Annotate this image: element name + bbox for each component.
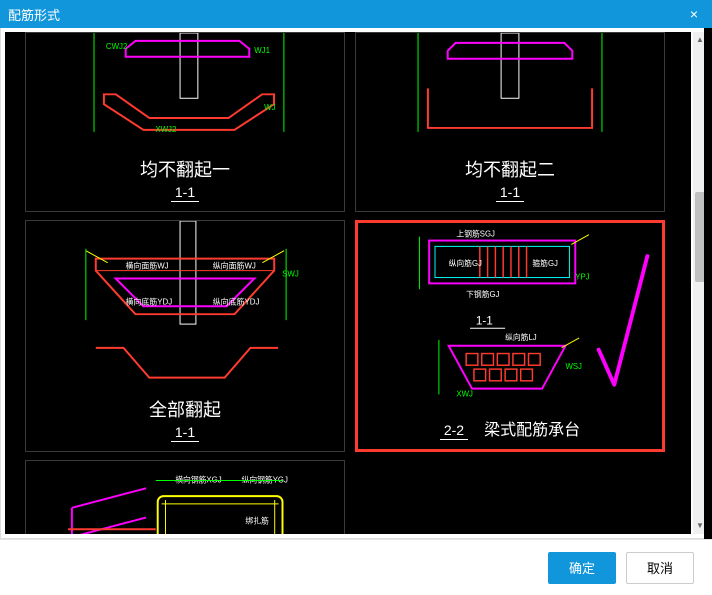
- svg-text:1-1: 1-1: [476, 314, 493, 327]
- option-caption: 均不翻起一 1-1: [26, 160, 344, 203]
- option-title: 梁式配筋承台: [484, 422, 580, 439]
- svg-text:绑扎筋: 绑扎筋: [245, 515, 269, 525]
- svg-text:横向面筋WJ: 横向面筋WJ: [126, 261, 169, 271]
- svg-text:横向底筋YDJ: 横向底筋YDJ: [126, 296, 173, 306]
- svg-text:CWJ2: CWJ2: [106, 42, 128, 51]
- svg-text:XWJ: XWJ: [456, 389, 473, 398]
- option-title: 均不翻起一: [26, 160, 344, 182]
- svg-text:SWJ: SWJ: [282, 270, 299, 279]
- option-subtitle: 1-1: [171, 184, 199, 202]
- svg-text:下钢筋GJ: 下钢筋GJ: [466, 289, 499, 299]
- dialog-footer: 确定 取消: [0, 539, 712, 595]
- option-cell-selected[interactable]: 上钢筋SGJ 纵向筋G: [355, 220, 665, 452]
- option-cell[interactable]: CWJ2 WJ1 XWJ2 WJ 均不翻起一 1-1: [25, 32, 345, 212]
- option-caption: 2-2 梁式配筋承台: [358, 419, 662, 441]
- option-subtitle: 1-1: [171, 424, 199, 442]
- svg-text:WSJ: WSJ: [566, 362, 583, 371]
- svg-text:纵向面筋WJ: 纵向面筋WJ: [213, 261, 256, 271]
- close-icon[interactable]: ×: [684, 6, 704, 22]
- svg-text:上钢筋SGJ: 上钢筋SGJ: [456, 229, 495, 239]
- titlebar: 配筋形式 ×: [0, 0, 712, 28]
- dialog-window: 配筋形式 × CWJ2 WJ1 XWJ2: [0, 0, 712, 595]
- cancel-button[interactable]: 取消: [626, 552, 694, 584]
- svg-text:纵向钢筋YGJ: 纵向钢筋YGJ: [242, 474, 288, 484]
- bg-strip: [704, 28, 712, 539]
- option-caption: 全部翻起 1-1: [26, 400, 344, 443]
- option-cell[interactable]: 横向钢筋XGJ 纵向钢筋YGJ 绑扎筋: [25, 460, 345, 534]
- svg-text:WJ: WJ: [264, 103, 275, 112]
- svg-text:纵向筋LJ: 纵向筋LJ: [505, 332, 537, 342]
- svg-text:箍筋GJ: 箍筋GJ: [532, 258, 558, 268]
- option-caption: 均不翻起二 1-1: [356, 160, 664, 203]
- svg-text:XWJ2: XWJ2: [155, 125, 176, 134]
- svg-text:纵向底筋YDJ: 纵向底筋YDJ: [213, 296, 260, 306]
- content-area: CWJ2 WJ1 XWJ2 WJ 均不翻起一 1-1: [0, 28, 712, 539]
- options-canvas: CWJ2 WJ1 XWJ2 WJ 均不翻起一 1-1: [5, 32, 691, 534]
- option-title: 均不翻起二: [356, 160, 664, 182]
- option-cell[interactable]: 横向面筋WJ 纵向面筋WJ 横向底筋YDJ 纵向底筋YDJ SWJ 全部翻起 1…: [25, 220, 345, 452]
- ok-button[interactable]: 确定: [548, 552, 616, 584]
- svg-text:纵向筋GJ: 纵向筋GJ: [449, 258, 482, 268]
- svg-text:横向钢筋XGJ: 横向钢筋XGJ: [175, 474, 221, 484]
- option-cell[interactable]: 均不翻起二 1-1: [355, 32, 665, 212]
- dialog-title: 配筋形式: [8, 5, 684, 24]
- option-title: 全部翻起: [26, 400, 344, 422]
- option-subtitle: 1-1: [496, 184, 524, 202]
- option-subtitle: 2-2: [440, 422, 468, 440]
- svg-text:WJ1: WJ1: [254, 46, 270, 55]
- options-grid: CWJ2 WJ1 XWJ2 WJ 均不翻起一 1-1: [5, 32, 691, 534]
- svg-text:YPJ: YPJ: [575, 273, 589, 282]
